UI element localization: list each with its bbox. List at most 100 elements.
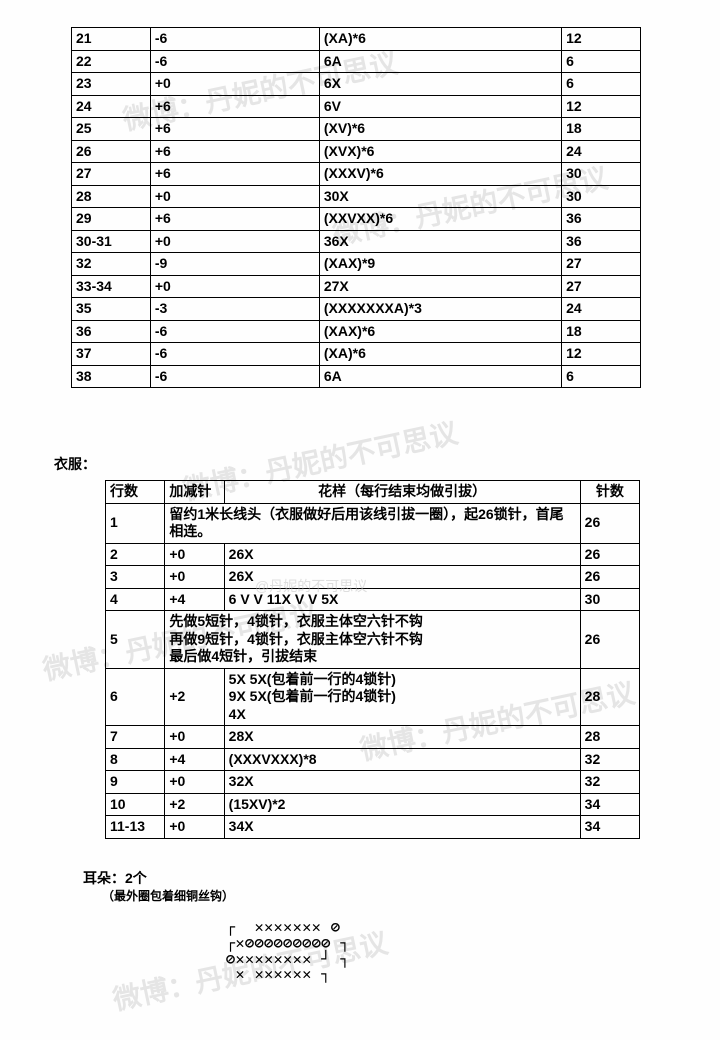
table-cell: (XXVXX)*6 [319,208,561,231]
table-cell: 24 [562,298,641,321]
table-row: 29+6(XXVXX)*636 [72,208,641,231]
table-cell: 27X [319,275,561,298]
table-row: 4+46 V V 11X V V 5X30 [106,588,640,611]
table-cell: 5X 5X(包着前一行的4锁针) 9X 5X(包着前一行的4锁针) 4X [224,668,580,726]
table-row: 21-6(XA)*612 [72,28,641,51]
table-cell: (XA)*6 [319,343,561,366]
table-cell: +6 [150,163,319,186]
table-cell: 36 [562,208,641,231]
table-cell: 6A [319,50,561,73]
table-cell: 12 [562,95,641,118]
table-cell: -3 [150,298,319,321]
col-pattern-label: 花样（每行结束均做引拔） [224,481,580,504]
table-cell: 18 [562,118,641,141]
table-row: 3+026X26 [106,566,640,589]
table-cell: +0 [165,566,224,589]
table-cell: 32X [224,771,580,794]
table-row: 2+026X26 [106,543,640,566]
table-cell: 35 [72,298,151,321]
table-cell: 8 [106,748,165,771]
table-row: 37-6(XA)*612 [72,343,641,366]
table-cell: (XAX)*6 [319,320,561,343]
table-cell: +0 [150,230,319,253]
table-cell: 12 [562,28,641,51]
table-cell: 18 [562,320,641,343]
center-watermark: @丹妮的不可思议 [255,576,367,596]
table-cell: 26 [72,140,151,163]
table-row: 32-9(XAX)*927 [72,253,641,276]
table-cell: 25 [72,118,151,141]
table-cell: 36X [319,230,561,253]
table-cell: +0 [150,73,319,96]
table-row: 23+06X6 [72,73,641,96]
table-cell: 2 [106,543,165,566]
table-cell: 3 [106,566,165,589]
table-cell: 10 [106,793,165,816]
table-cell: 9 [106,771,165,794]
table-cell: 30 [562,163,641,186]
table-cell: -6 [150,343,319,366]
table-cell: +4 [165,748,224,771]
table-row: 9+032X32 [106,771,640,794]
table-cell: +0 [165,816,224,839]
table-row: 38-66A6 [72,365,641,388]
ears-section-sublabel: （最外圈包着细铜丝钩） [102,887,234,904]
table-cell: 36 [562,230,641,253]
table-cell: 5 [106,611,165,669]
table-cell: 22 [72,50,151,73]
table-cell: 21 [72,28,151,51]
table-cell: 32 [580,748,639,771]
table-cell: -9 [150,253,319,276]
table-cell: 33-34 [72,275,151,298]
table-cell: 34 [580,816,639,839]
table-cell: 26 [580,503,639,543]
table-cell: 6 [106,668,165,726]
table-cell: 28 [580,726,639,749]
table-cell: +0 [165,771,224,794]
table-cell: 6 [562,73,641,96]
table-cell: +2 [165,668,224,726]
ear-stitch-diagram: ┌ ✕✕✕✕✕✕✕ ⊘ ┌✕⊘⊘⊘⊘⊘⊘⊘⊘⊘ ┐ ⊘✕✕✕✕✕✕✕✕ ┘ ┐ … [226,920,350,983]
table-cell: -6 [150,365,319,388]
table-cell: 29 [72,208,151,231]
table-row: 25+6(XV)*618 [72,118,641,141]
table-row: 11-13+034X34 [106,816,640,839]
table-cell: 38 [72,365,151,388]
table-cell: 34 [580,793,639,816]
table-cell: 26X [224,543,580,566]
table-cell: 6 [562,365,641,388]
table-cell: (XAX)*9 [319,253,561,276]
table-cell: +6 [150,95,319,118]
table-row: 5先做5短针，4锁针，衣服主体空六针不钩 再做9短针，4锁针，衣服主体空六针不钩… [106,611,640,669]
table-cell: 34X [224,816,580,839]
table-cell: 37 [72,343,151,366]
table-cell: 12 [562,343,641,366]
table-cell: (XA)*6 [319,28,561,51]
table-cell: 6A [319,365,561,388]
table-row: 24+66V12 [72,95,641,118]
table-cell: 1 [106,503,165,543]
table-cell: (XVX)*6 [319,140,561,163]
table-cell: 27 [562,253,641,276]
table-cell: +6 [150,140,319,163]
table-cell: (XXXXXXXA)*3 [319,298,561,321]
table-cell: (15XV)*2 [224,793,580,816]
table-row: 1留约1米长线头（衣服做好后用该线引拔一圈），起26锁针，首尾相连。26 [106,503,640,543]
table-cell: 4 [106,588,165,611]
table-cell: 6 [562,50,641,73]
table-cell: 28X [224,726,580,749]
table-cell: 23 [72,73,151,96]
table-row: 6+25X 5X(包着前一行的4锁针) 9X 5X(包着前一行的4锁针) 4X2… [106,668,640,726]
table-row: 27+6(XXXV)*630 [72,163,641,186]
table-cell: 32 [72,253,151,276]
table-cell: 11-13 [106,816,165,839]
table-cell: 先做5短针，4锁针，衣服主体空六针不钩 再做9短针，4锁针，衣服主体空六针不钩 … [165,611,580,669]
table-cell: 24 [72,95,151,118]
table-cell: (XXXVXXX)*8 [224,748,580,771]
col-addsub-label: 加减针 [165,481,224,504]
table-row: 10+2(15XV)*234 [106,793,640,816]
table-cell: 6V [319,95,561,118]
table-cell: 7 [106,726,165,749]
table-cell: 30 [580,588,639,611]
table-cell: 24 [562,140,641,163]
